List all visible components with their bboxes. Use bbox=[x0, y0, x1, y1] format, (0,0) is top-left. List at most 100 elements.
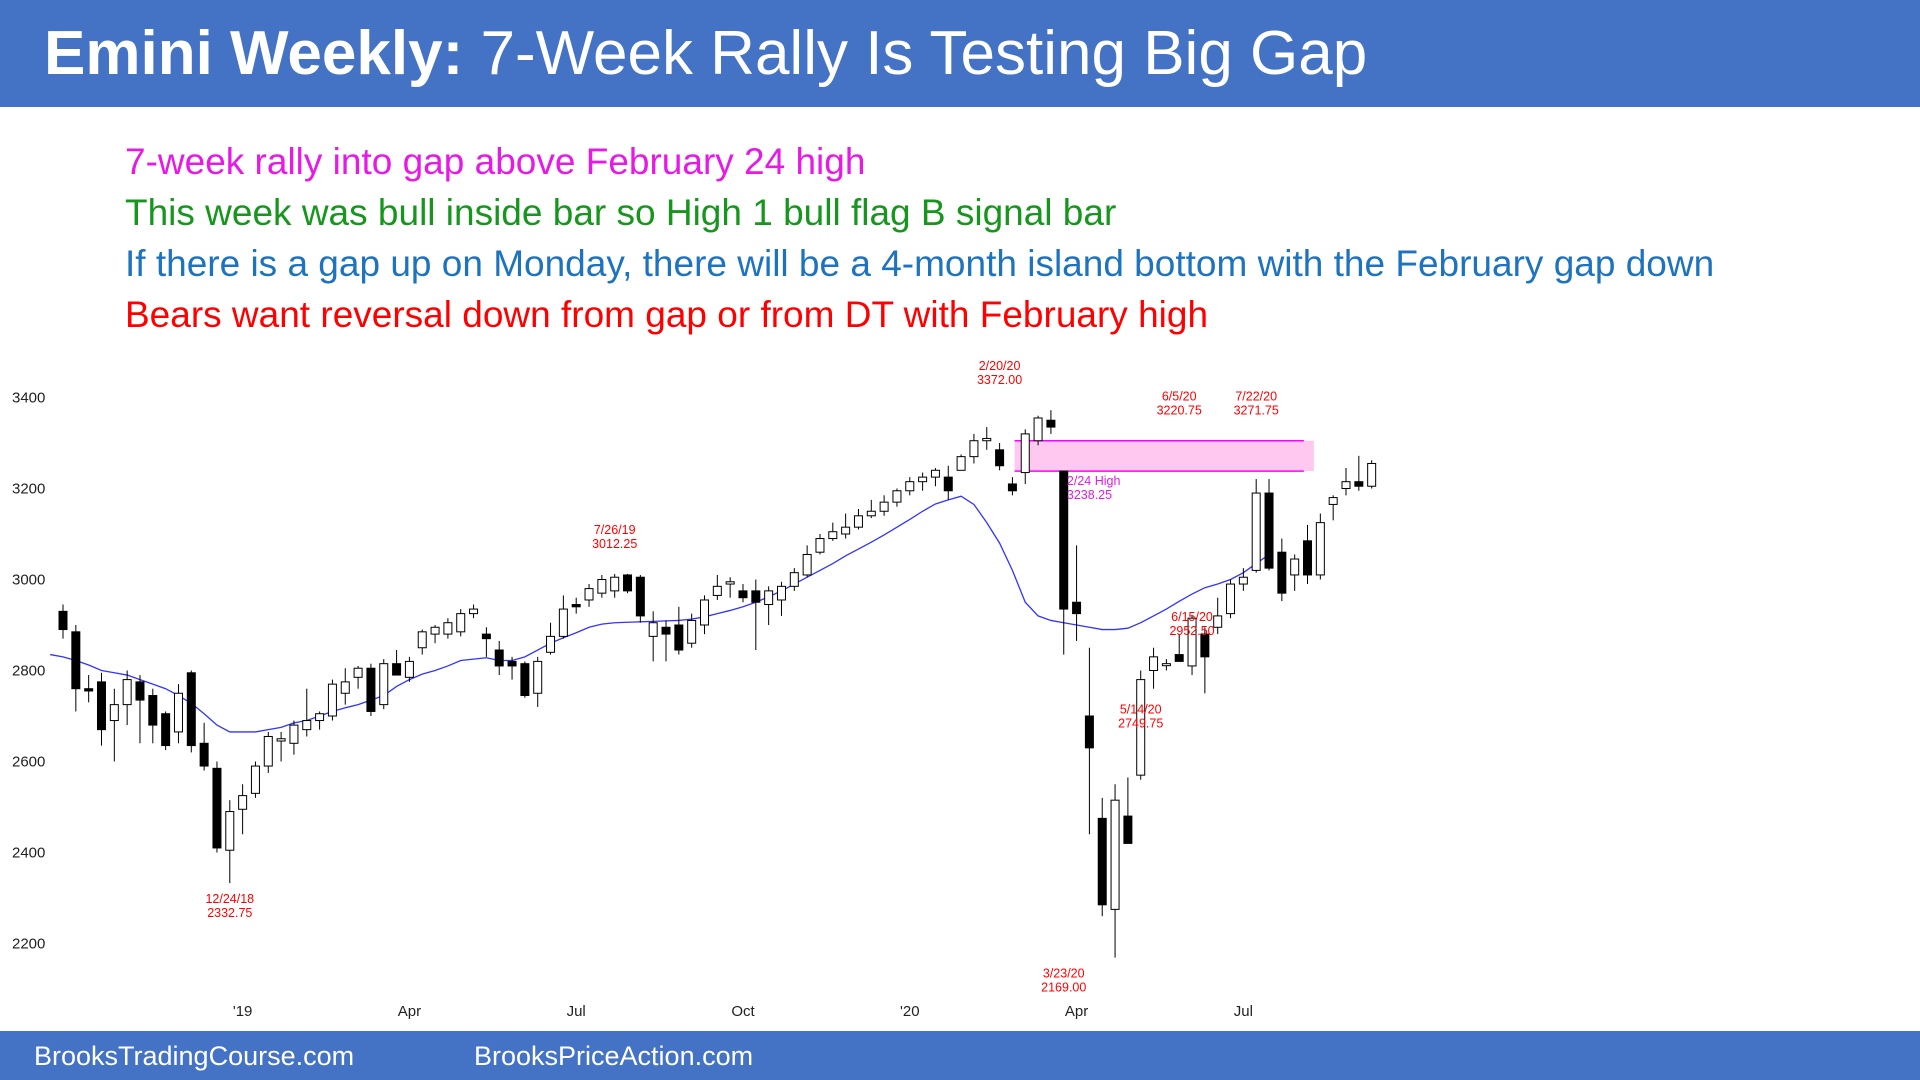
candle bbox=[366, 663, 376, 716]
candle bbox=[841, 513, 851, 539]
candle bbox=[520, 661, 530, 698]
note-line-4: Bears want reversal down from gap or fro… bbox=[125, 294, 1209, 335]
candle bbox=[379, 659, 389, 710]
bull-candle-body bbox=[315, 713, 325, 722]
bear-candle-body bbox=[96, 681, 106, 731]
bull-candle-body bbox=[546, 635, 556, 653]
candle bbox=[853, 508, 863, 530]
candle bbox=[443, 618, 453, 639]
annotation-line: 5/14/20 bbox=[1120, 702, 1162, 716]
candle bbox=[930, 468, 940, 487]
candle bbox=[1303, 524, 1313, 585]
candle bbox=[1007, 477, 1017, 496]
candle bbox=[302, 688, 312, 737]
candle bbox=[1161, 659, 1171, 671]
bear-candle-body bbox=[186, 672, 196, 747]
candle bbox=[892, 488, 902, 507]
candle bbox=[918, 472, 928, 491]
candle bbox=[1315, 513, 1325, 580]
x-tick-label: Jul bbox=[567, 1003, 586, 1020]
x-tick-label: Oct bbox=[731, 1003, 755, 1020]
candle bbox=[674, 606, 684, 655]
bear-candle-body bbox=[1303, 540, 1313, 576]
bear-candle-body bbox=[571, 604, 581, 608]
bear-candle-body bbox=[1200, 633, 1210, 658]
bull-candle-body bbox=[289, 724, 299, 744]
bull-candle-body bbox=[122, 679, 132, 706]
x-tick-label: Apr bbox=[398, 1003, 421, 1020]
bull-candle-body bbox=[430, 626, 440, 635]
bull-candle-body bbox=[1136, 679, 1146, 776]
bull-candle-body bbox=[610, 576, 620, 592]
bull-candle-body bbox=[340, 681, 350, 694]
x-axis: '19 Apr Jul Oct '20 Apr Jul bbox=[233, 1003, 1253, 1020]
candle bbox=[1226, 579, 1236, 619]
candle bbox=[1251, 479, 1261, 573]
candle bbox=[1046, 410, 1056, 434]
annotation-line: 2/24 High bbox=[1067, 474, 1121, 488]
bear-candle-body bbox=[1084, 715, 1094, 749]
bull-candle-body bbox=[982, 437, 992, 442]
candle bbox=[71, 625, 81, 712]
bull-candle-body bbox=[1161, 663, 1171, 667]
brooks-trading-course-link[interactable]: BrooksTradingCourse.com bbox=[34, 1041, 355, 1071]
candle bbox=[879, 495, 889, 516]
bull-candle-body bbox=[918, 476, 928, 483]
title-bold-part: Emini Weekly: bbox=[44, 19, 464, 88]
annotation-line: 3238.25 bbox=[1067, 488, 1112, 502]
candle bbox=[597, 574, 607, 598]
candle bbox=[802, 545, 812, 578]
bear-candle-body bbox=[635, 576, 645, 617]
bull-candle-body bbox=[892, 490, 902, 503]
candle bbox=[186, 670, 196, 753]
weekly-candlestick-chart: 2200 2400 2600 2800 3000 3200 3400 '19 Apr Jul Oc… bbox=[12, 359, 1377, 1020]
candle bbox=[58, 604, 68, 639]
brooks-price-action-link[interactable]: BrooksPriceAction.com bbox=[474, 1041, 754, 1071]
bull-candle-body bbox=[1187, 617, 1197, 667]
candle bbox=[546, 622, 556, 655]
bull-candle-body bbox=[1020, 433, 1030, 474]
bull-candle-body bbox=[853, 515, 863, 528]
candle bbox=[815, 534, 825, 555]
bull-candle-body bbox=[276, 738, 286, 742]
candle bbox=[969, 433, 979, 464]
bear-candle-body bbox=[366, 667, 376, 712]
price-annotation: 3/23/20 2169.00 bbox=[1041, 967, 1086, 995]
bear-candle-body bbox=[199, 742, 209, 767]
bull-candle-body bbox=[1226, 583, 1236, 615]
price-annotation: 7/22/20 3271.75 bbox=[1234, 390, 1279, 418]
bear-candle-body bbox=[1277, 551, 1287, 594]
annotations-layer: 12/24/18 2332.75 7/26/19 3012.25 2/20/20 3372… bbox=[205, 359, 1278, 994]
bear-candle-body bbox=[148, 695, 158, 726]
bear-candle-body bbox=[71, 631, 81, 690]
bear-candle-body bbox=[1354, 481, 1364, 487]
y-tick-label: 2600 bbox=[12, 754, 45, 771]
bull-candle-body bbox=[712, 585, 722, 596]
bull-candle-body bbox=[956, 456, 966, 471]
candle bbox=[1020, 429, 1030, 484]
annotation-line: 2332.75 bbox=[207, 906, 252, 920]
bull-candle-body bbox=[700, 599, 709, 626]
candle bbox=[982, 427, 992, 450]
candle bbox=[1059, 470, 1069, 655]
bear-candle-body bbox=[623, 574, 633, 592]
candle bbox=[995, 443, 1005, 471]
candle bbox=[238, 784, 248, 835]
annotation-line: 2169.00 bbox=[1041, 981, 1086, 995]
candle bbox=[1110, 784, 1120, 958]
candle bbox=[353, 665, 363, 689]
bear-candle-body bbox=[481, 633, 491, 640]
y-axis: 2200 2400 2600 2800 3000 3200 3400 bbox=[12, 390, 45, 953]
annotation-line: 7/26/19 bbox=[594, 523, 636, 537]
price-annotation: 7/26/19 3012.25 bbox=[592, 523, 637, 551]
candle bbox=[956, 454, 966, 471]
bear-candle-body bbox=[995, 449, 1005, 467]
annotation-line: 3012.25 bbox=[592, 537, 637, 551]
bull-candle-body bbox=[263, 735, 273, 767]
bull-candle-body bbox=[533, 660, 543, 694]
candle bbox=[635, 574, 645, 623]
candle bbox=[1354, 455, 1364, 491]
candle bbox=[1264, 479, 1274, 571]
bear-candle-body bbox=[135, 681, 145, 701]
candles-layer bbox=[58, 410, 1377, 958]
